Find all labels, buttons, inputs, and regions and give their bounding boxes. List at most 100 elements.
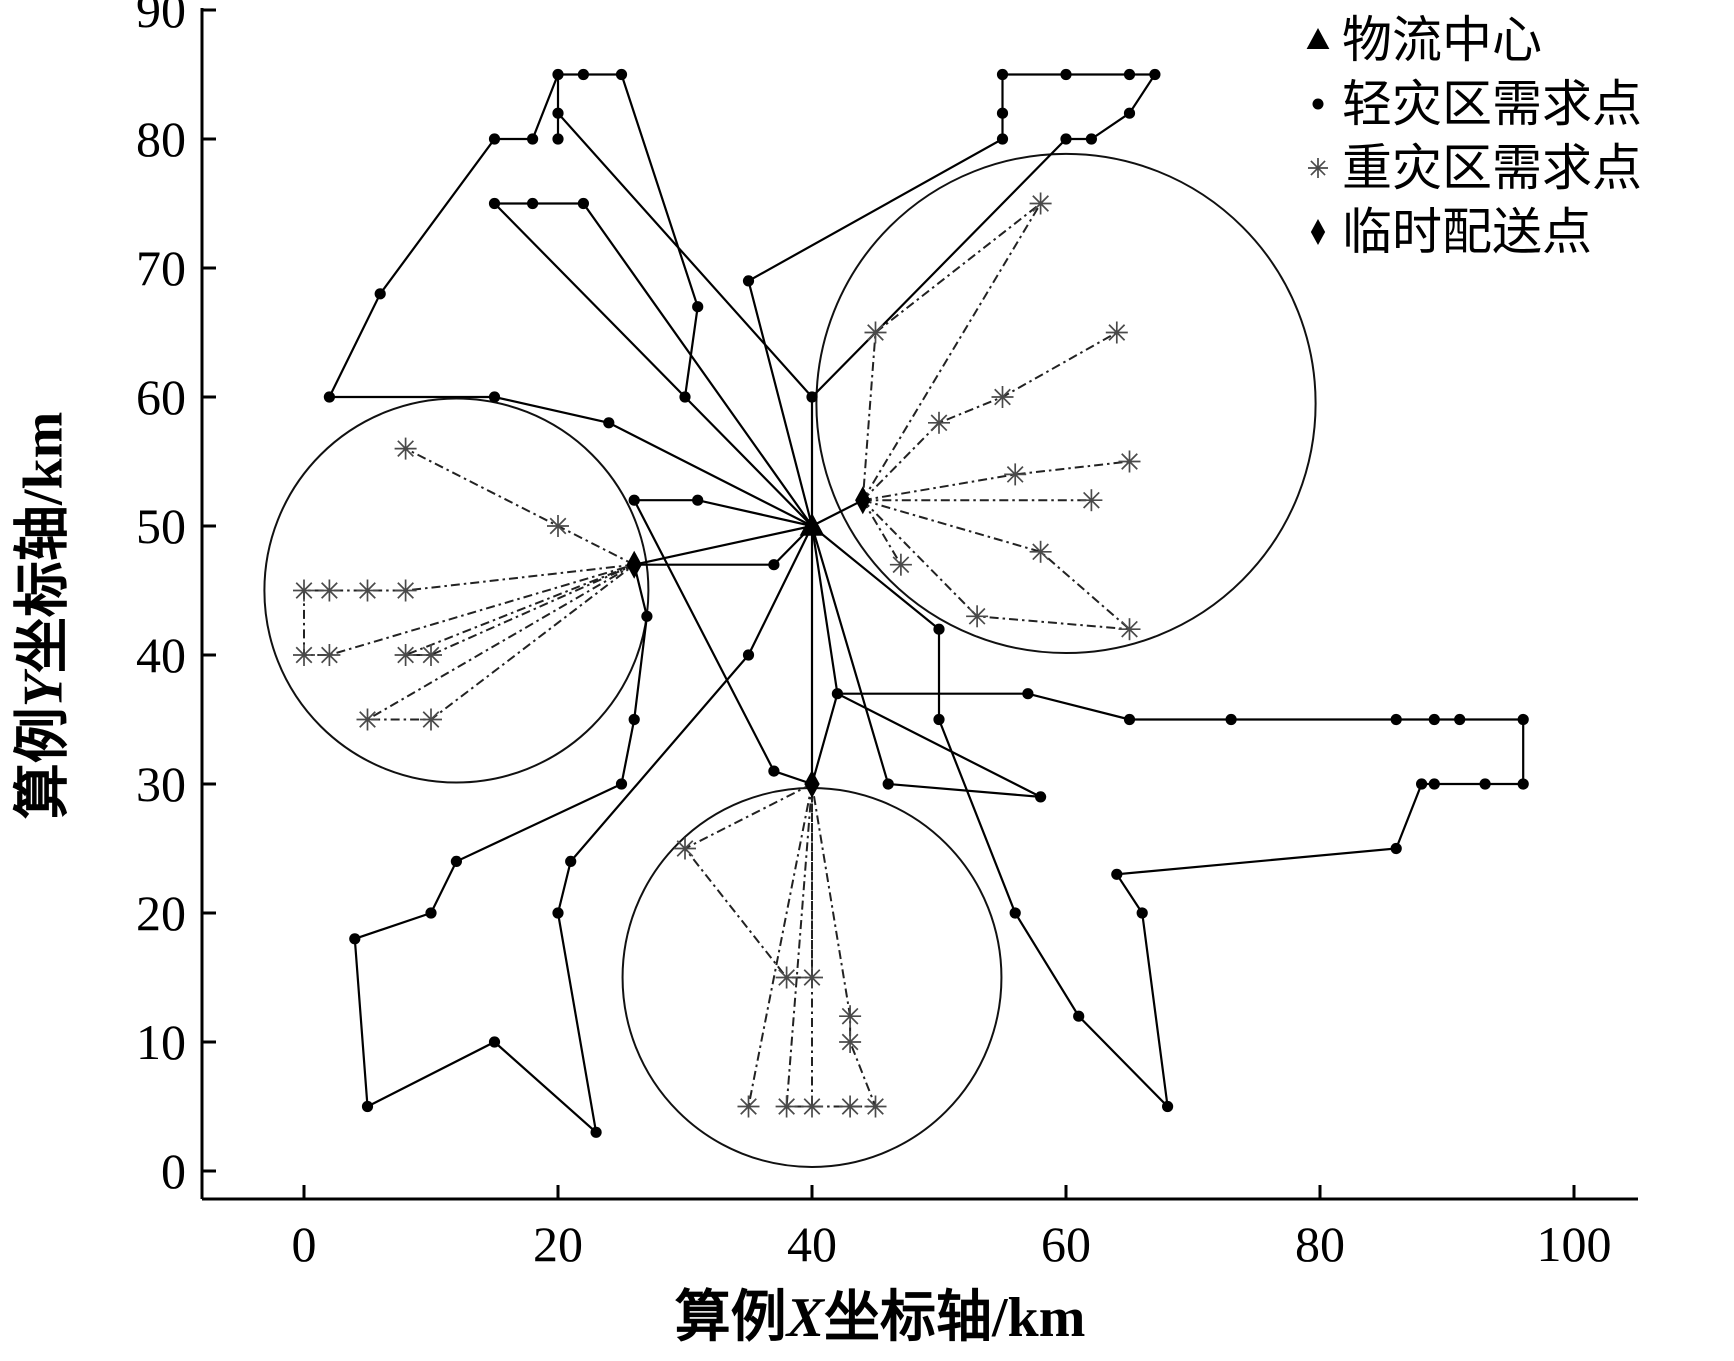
heavy-route xyxy=(862,460,1130,502)
logistics-center-marker xyxy=(799,513,825,536)
light-demand-point xyxy=(1390,713,1402,726)
y-tick-label: 30 xyxy=(136,756,186,812)
heavy-demand-point xyxy=(1118,618,1141,641)
light-demand-point xyxy=(527,133,539,145)
y-axis-title-var: Y xyxy=(12,673,75,708)
x-tick-label: 0 xyxy=(292,1216,317,1272)
heavy-demand-point xyxy=(775,966,798,989)
x-tick-label: 20 xyxy=(533,1216,583,1272)
light-route xyxy=(633,524,813,566)
light-demand-point xyxy=(742,275,755,287)
light-demand-point xyxy=(882,778,894,790)
light-demand-point xyxy=(552,107,564,119)
y-tick-label: 10 xyxy=(136,1014,186,1070)
y-tick-label: 0 xyxy=(161,1143,186,1199)
light-demand-point xyxy=(1390,842,1402,855)
heavy-demand-point xyxy=(394,579,417,602)
light-demand-point xyxy=(628,494,640,506)
heavy-demand-point xyxy=(1308,158,1328,178)
heavy-demand-point xyxy=(1029,540,1052,563)
y-axis-title: 算例Y坐标轴/km xyxy=(0,266,79,966)
heavy-route xyxy=(303,563,635,656)
logistics-center xyxy=(799,513,825,536)
light-route xyxy=(327,73,813,527)
light-demand-point xyxy=(806,391,818,403)
light-demand-point xyxy=(1454,713,1466,726)
heavy-route xyxy=(405,563,635,656)
heavy-demand-point xyxy=(1080,489,1103,512)
light-demand-point xyxy=(527,197,539,210)
temp-depots xyxy=(626,486,871,798)
x-tick-label: 80 xyxy=(1295,1216,1345,1272)
light-demand-point xyxy=(361,1100,374,1113)
light-demand-point xyxy=(1416,778,1428,790)
temp-depot-marker xyxy=(626,550,642,579)
light-route xyxy=(811,499,864,527)
x-axis-title: 算例X坐标轴/km xyxy=(530,1272,1230,1353)
y-tick-label: 70 xyxy=(136,240,186,296)
heavy-demand-point xyxy=(293,579,315,602)
light-demand-point xyxy=(577,197,590,210)
heavy-demand-point xyxy=(775,1095,798,1118)
light-demand-point xyxy=(1123,68,1136,81)
temp-depot-marker xyxy=(804,770,820,798)
light-route xyxy=(810,525,1042,798)
light-demand-point xyxy=(831,688,844,700)
x-axis-title-suffix: 坐标轴/km xyxy=(824,1287,1086,1349)
light-demand-point xyxy=(1060,133,1072,145)
light-demand-point xyxy=(996,107,1009,119)
heavy-demand-point xyxy=(966,605,989,628)
light-demand-point xyxy=(615,778,628,790)
light-demand-point xyxy=(450,855,462,868)
heavy-demand-point xyxy=(991,386,1014,408)
heavy-demand-point xyxy=(420,708,442,731)
light-route xyxy=(632,499,814,786)
light-demand-point xyxy=(933,713,945,726)
light-demand-point xyxy=(565,855,577,868)
light-demand-point xyxy=(768,559,780,571)
heavy-demand-point xyxy=(394,644,417,666)
heavy-demand-point xyxy=(547,515,569,537)
light-demand-point xyxy=(1035,791,1047,803)
legend-label-logistics-center: 物流中心 xyxy=(1342,12,1542,68)
light-demand-point xyxy=(349,933,361,945)
y-tick-label: 40 xyxy=(136,627,186,683)
light-route xyxy=(493,202,686,398)
light-demand-point xyxy=(1111,868,1123,880)
heavy-demand-point xyxy=(318,579,341,602)
light-demand-point xyxy=(742,649,755,661)
y-axis-title-suffix: 坐标轴/km xyxy=(12,411,75,674)
light-demand-point xyxy=(615,68,628,81)
heavy-route xyxy=(861,499,902,566)
light-demand-point xyxy=(488,197,501,210)
temp-depot-marker xyxy=(855,486,871,515)
light-route xyxy=(353,525,813,1136)
light-demand-point xyxy=(768,765,780,777)
light-demand-point xyxy=(488,133,501,145)
light-demand-point xyxy=(933,623,945,635)
light-demand-point xyxy=(996,68,1009,81)
light-demand-point xyxy=(488,391,501,403)
heavy-demand-point xyxy=(864,321,887,344)
light-demand-point xyxy=(1060,68,1072,81)
light-demand-point xyxy=(1162,1100,1174,1113)
light-demand-point xyxy=(641,610,653,622)
y-axis-title-prefix: 算例 xyxy=(12,707,75,820)
light-route xyxy=(556,110,814,526)
temp-depot-marker xyxy=(1310,219,1326,245)
light-demand-point xyxy=(1136,907,1148,919)
legend-item-light-demand: 轻灾区需求点 xyxy=(1312,76,1642,132)
disaster-area-circles xyxy=(263,152,1317,1168)
heavy-route xyxy=(785,783,877,1108)
light-demand-point xyxy=(323,391,335,403)
light-demand-point xyxy=(679,391,691,403)
y-tick-label: 50 xyxy=(136,498,186,554)
x-tick-label: 40 xyxy=(787,1216,837,1272)
light-demand-point xyxy=(1149,68,1161,81)
light-demand-point xyxy=(603,417,615,429)
heavy-demand-point xyxy=(1118,450,1141,473)
heavy-demand-point xyxy=(356,579,379,602)
light-demand-point xyxy=(552,68,564,81)
heavy-demand-point xyxy=(839,1005,862,1028)
